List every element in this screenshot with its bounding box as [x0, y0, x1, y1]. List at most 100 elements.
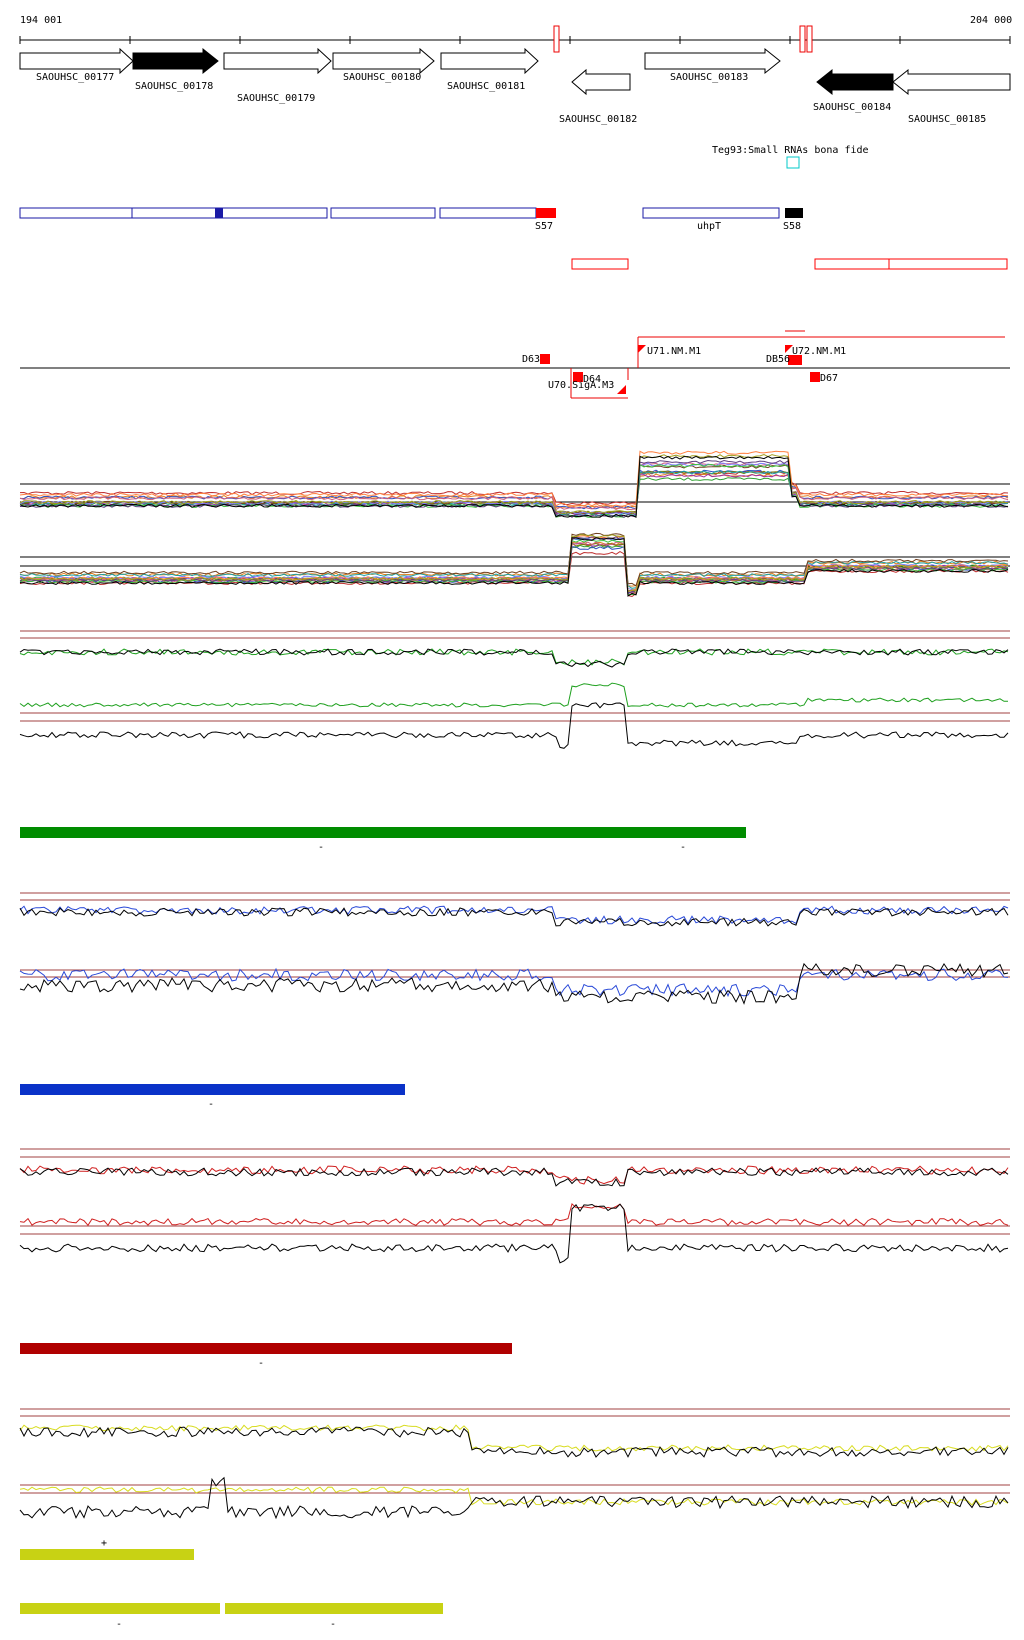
tu-segment[interactable]	[131, 207, 328, 219]
promoter-db56[interactable]	[788, 355, 798, 365]
tu-uhpt[interactable]	[642, 207, 780, 219]
gene-label: SAOUHSC_00184	[813, 102, 891, 113]
promoter-label: D67	[820, 373, 838, 384]
signal-line	[19, 536, 1009, 595]
signal-line	[19, 648, 1009, 666]
segment-sign: -	[330, 1619, 336, 1630]
gene-arrow-00177[interactable]	[19, 47, 134, 75]
promoter-d63[interactable]	[540, 354, 550, 364]
tu-segment[interactable]	[330, 207, 436, 219]
red-feature[interactable]	[571, 258, 629, 270]
signal-line	[19, 1486, 1009, 1506]
yellow-segment-bar[interactable]	[20, 1549, 194, 1560]
signal-line	[19, 537, 1009, 589]
operon-label-s58: S58	[783, 221, 801, 232]
signal-line	[19, 534, 1009, 593]
blue-expression-track: -	[19, 892, 1010, 1110]
green-segment-bar[interactable]	[20, 827, 746, 838]
ruler-marker	[806, 25, 813, 53]
condition-profiles	[19, 532, 1009, 598]
signal-profiles	[19, 905, 1009, 1005]
promoter-u72[interactable]	[785, 345, 793, 353]
small-rna-label: Teg93:Small RNAs bona fide	[712, 145, 869, 156]
tu-mark	[215, 208, 223, 218]
ruler-marker	[553, 25, 560, 53]
gene-arrow-00178[interactable]	[132, 47, 219, 75]
promoter-track: D63 D64 U70.SigA.M3 U71.NM.M1 DB56 U72.N…	[20, 330, 1010, 399]
promoter-label: DB56	[766, 354, 790, 365]
red-feature[interactable]	[814, 258, 890, 270]
gene-label: SAOUHSC_00182	[559, 114, 637, 125]
promoter-u71[interactable]	[638, 345, 646, 353]
segment-sign: -	[208, 1099, 214, 1110]
segment-sign: -	[318, 842, 324, 853]
red-expression-track: -	[19, 1148, 1010, 1369]
segment-sign: -	[680, 842, 686, 853]
gene-label: SAOUHSC_00180	[343, 72, 421, 83]
yellow-segment-bar[interactable]	[225, 1603, 443, 1614]
gene-arrow-00185[interactable]	[892, 68, 1011, 96]
signal-line	[19, 962, 1009, 1005]
signal-line	[19, 463, 1009, 518]
gene-label: SAOUHSC_00183	[670, 72, 748, 83]
promoter-label: D64	[583, 374, 601, 385]
signal-line	[19, 1476, 1009, 1520]
gene-arrow-00179[interactable]	[223, 47, 332, 75]
signal-line	[19, 455, 1009, 519]
gene-arrow-00184[interactable]	[816, 68, 894, 96]
signal-line	[19, 1426, 1009, 1458]
promoter-u70[interactable]	[617, 385, 626, 394]
signal-line	[19, 1165, 1009, 1185]
operon-track: S57 uhpT S58	[19, 207, 1008, 270]
signal-line	[19, 462, 1009, 511]
signal-line	[19, 1424, 1009, 1452]
gene-label: SAOUHSC_00179	[237, 93, 315, 104]
promoter-d64[interactable]	[573, 372, 583, 382]
signal-line	[19, 967, 1009, 998]
gene-label: SAOUHSC_00178	[135, 81, 213, 92]
gene-track: SAOUHSC_00177 SAOUHSC_00178 SAOUHSC_0017…	[19, 47, 1011, 125]
signal-line	[19, 450, 1009, 507]
ruler-end-label: 204 000	[970, 15, 1012, 26]
tu-segment[interactable]	[19, 207, 133, 219]
segment-sign: +	[101, 1538, 107, 1549]
small-rna-track: Teg93:Small RNAs bona fide	[712, 145, 869, 169]
tu-segment[interactable]	[439, 207, 537, 219]
signal-profiles	[19, 648, 1009, 749]
signal-line	[19, 648, 1009, 668]
ruler-marker	[799, 25, 806, 53]
yellow-segment-bar[interactable]	[20, 1603, 220, 1614]
tu-s58[interactable]	[785, 208, 803, 218]
signal-line	[19, 545, 1009, 594]
gene-arrow-00181[interactable]	[440, 47, 539, 75]
operon-label-s57: S57	[535, 221, 553, 232]
ruler-ticks	[19, 36, 1011, 44]
tu-s57[interactable]	[536, 208, 556, 218]
gene-label: SAOUHSC_00185	[908, 114, 986, 125]
segment-sign: -	[116, 1619, 122, 1630]
gene-arrow-00183[interactable]	[644, 47, 781, 75]
promoter-d67[interactable]	[810, 372, 820, 382]
gene-arrow-00180[interactable]	[332, 47, 435, 75]
coordinate-ruler: 194 001 204 000	[19, 15, 1012, 53]
signal-line	[19, 682, 1009, 708]
signal-line	[19, 907, 1009, 927]
expression-multi-track-forward	[19, 450, 1010, 519]
red-segment-bar[interactable]	[20, 1343, 512, 1354]
promoter-label: U70.SigA.M3	[548, 380, 614, 391]
signal-line	[19, 537, 1009, 597]
gene-label: SAOUHSC_00181	[447, 81, 525, 92]
yellow-expression-track: + - -	[19, 1408, 1010, 1630]
signal-line	[19, 470, 1009, 505]
small-rna-feature[interactable]	[786, 156, 800, 169]
condition-profiles	[19, 450, 1009, 519]
promoter-db56b[interactable]	[796, 355, 802, 365]
signal-line	[19, 1202, 1009, 1227]
gene-arrow-00182[interactable]	[571, 68, 631, 96]
signal-profiles	[19, 1424, 1009, 1520]
blue-segment-bar[interactable]	[20, 1084, 405, 1095]
segment-sign: -	[258, 1358, 264, 1369]
signal-line	[19, 532, 1009, 587]
red-feature[interactable]	[888, 258, 1008, 270]
